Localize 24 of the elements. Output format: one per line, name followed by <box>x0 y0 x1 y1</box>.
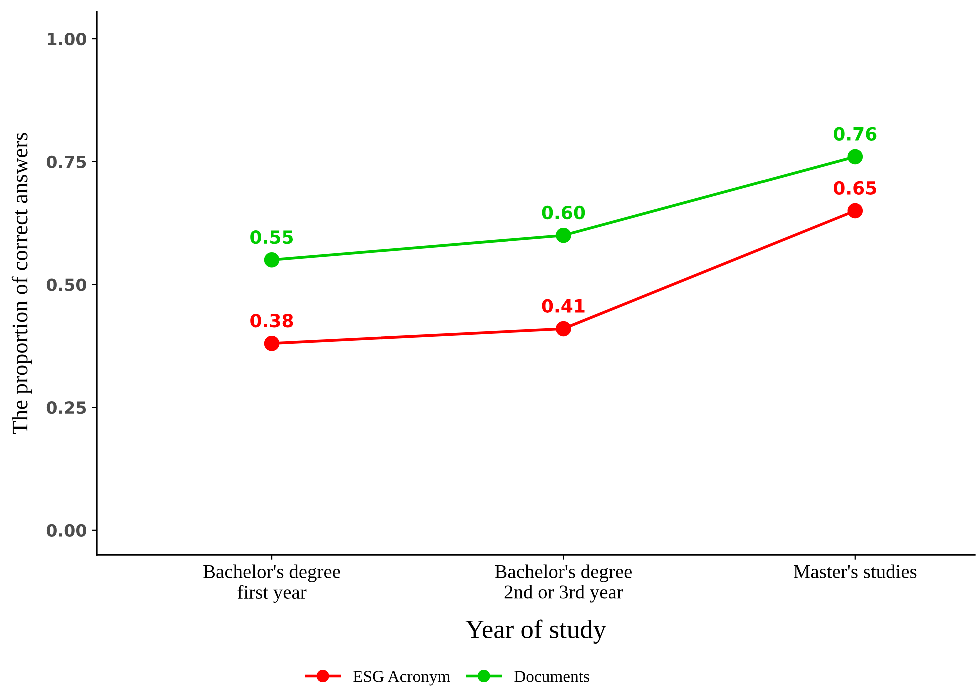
x-tick-label: Bachelor's degree 2nd or 3rd year <box>495 564 632 603</box>
x-tick-label: Master's studies <box>794 564 917 578</box>
point <box>264 336 280 352</box>
legend-label: Documents <box>514 671 590 682</box>
legend-label: ESG Acronym <box>354 671 450 686</box>
y-axis-title: The proportion of correct answers <box>12 133 32 434</box>
x-tick-label: Bachelor's degree first year <box>204 564 340 604</box>
y-tick-label: 1.00 <box>48 32 86 46</box>
y-tick-label: 0.00 <box>46 524 86 537</box>
data-label: 0.55 <box>250 230 294 244</box>
data-label: 0.38 <box>250 314 294 328</box>
data-label: 0.76 <box>834 127 877 141</box>
y-tick-label: 0.50 <box>46 278 86 292</box>
x-axis-title: Year of study <box>466 620 606 644</box>
data-label: 0.65 <box>834 181 876 196</box>
point <box>848 149 864 165</box>
data-label: 0.60 <box>542 206 586 220</box>
point <box>556 228 572 244</box>
point <box>848 203 864 219</box>
data-label: 0.41 <box>542 299 585 313</box>
point <box>264 252 280 268</box>
point <box>556 321 572 337</box>
y-tick-label: 0.25 <box>46 402 86 414</box>
y-tick-label: 0.75 <box>46 156 86 168</box>
